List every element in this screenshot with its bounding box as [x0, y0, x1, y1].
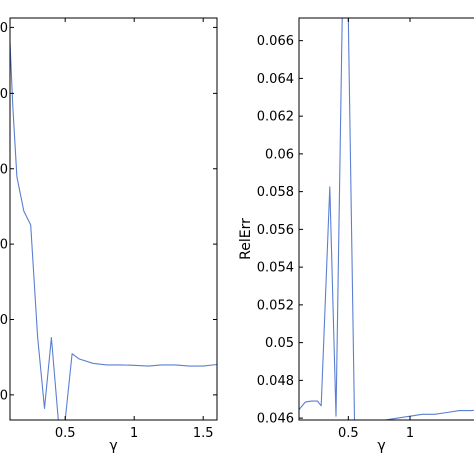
x-tick-label: 1: [130, 426, 138, 441]
series-line-0: [10, 42, 217, 420]
y-tick-label: 0.048: [257, 374, 294, 389]
y-tick-label: 0.052: [257, 298, 294, 313]
plot-frame: [298, 17, 474, 421]
y-tick-label: 0: [0, 238, 8, 253]
x-tick-label: 0.5: [55, 426, 76, 441]
x-axis-label: γ: [377, 438, 385, 454]
y-tick-label: 0.058: [257, 185, 294, 200]
y-tick-label: 0.062: [257, 110, 294, 125]
y-tick-label: 0: [0, 313, 8, 328]
y-tick-label: 0.06: [265, 147, 294, 162]
series-line-0: [299, 18, 474, 420]
y-tick-label: 0.05: [265, 336, 294, 351]
plot-frame: [9, 17, 218, 421]
y-tick-label: 0: [0, 87, 8, 102]
y-axis-label: RelErr: [238, 218, 254, 260]
left-chart-panel: 0.5 1 1.5 0 0 0 0 0 0 γ: [0, 17, 218, 454]
y-tick-label: 0.064: [257, 72, 294, 87]
x-axis-label: γ: [109, 438, 117, 454]
right-chart-panel: 0.5 1 0.046 0.048 0.05 0.052 0.054 0.056 0.058 0.…: [238, 17, 474, 454]
y-tick-label: 0: [0, 21, 8, 36]
x-tick-label: 0.5: [338, 426, 359, 441]
x-tick-label: 1.5: [193, 426, 214, 441]
y-tick-label: 0: [0, 388, 8, 403]
y-tick-label: 0.066: [257, 34, 294, 49]
y-tick-label: 0.046: [257, 412, 294, 427]
y-tick-label: 0.056: [257, 223, 294, 238]
y-tick-label: 0: [0, 162, 8, 177]
y-tick-label: 0.054: [257, 261, 294, 276]
x-tick-label: 1: [406, 426, 414, 441]
